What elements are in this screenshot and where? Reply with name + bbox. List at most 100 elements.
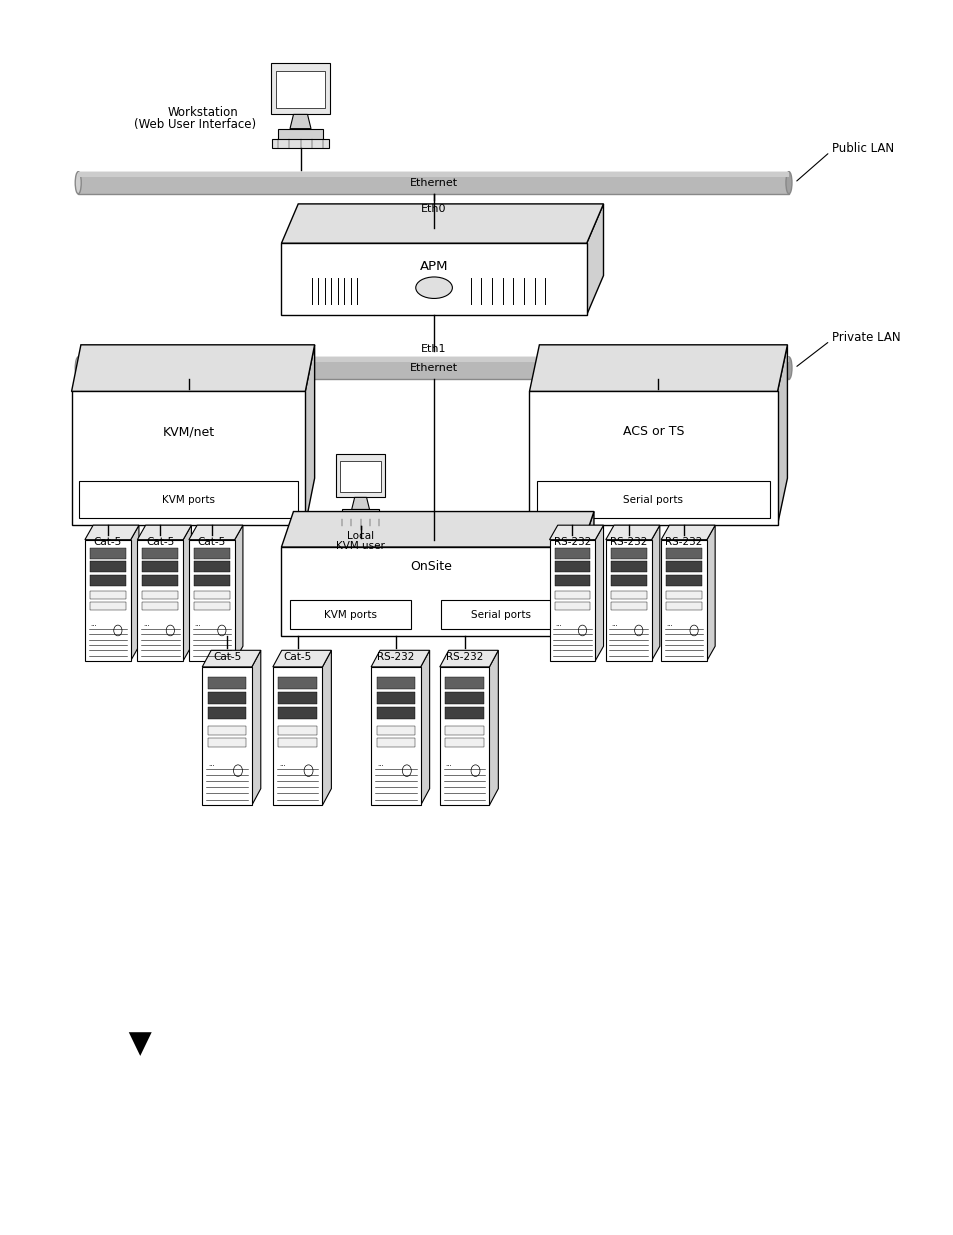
Polygon shape — [183, 525, 192, 661]
Ellipse shape — [416, 277, 452, 299]
Polygon shape — [322, 651, 331, 805]
Polygon shape — [85, 525, 139, 540]
Circle shape — [402, 764, 411, 777]
FancyBboxPatch shape — [445, 692, 483, 704]
Text: Cat-5: Cat-5 — [213, 652, 241, 662]
FancyBboxPatch shape — [78, 480, 298, 519]
Text: KVM ports: KVM ports — [162, 494, 214, 505]
Polygon shape — [202, 651, 260, 667]
Ellipse shape — [75, 357, 81, 379]
Polygon shape — [581, 511, 594, 636]
FancyBboxPatch shape — [278, 739, 316, 747]
Polygon shape — [352, 498, 369, 510]
Circle shape — [113, 625, 122, 636]
Polygon shape — [371, 651, 429, 667]
Polygon shape — [290, 115, 311, 128]
Text: KVM ports: KVM ports — [324, 610, 376, 620]
Circle shape — [471, 764, 479, 777]
Text: RS-232: RS-232 — [609, 537, 647, 547]
FancyBboxPatch shape — [142, 574, 178, 585]
Text: Serial ports: Serial ports — [623, 494, 682, 505]
FancyBboxPatch shape — [90, 574, 126, 585]
Polygon shape — [281, 511, 594, 547]
Ellipse shape — [785, 172, 791, 194]
Polygon shape — [439, 651, 497, 667]
FancyBboxPatch shape — [371, 667, 420, 805]
Ellipse shape — [75, 172, 81, 194]
FancyBboxPatch shape — [665, 592, 701, 599]
Polygon shape — [281, 204, 603, 243]
Polygon shape — [189, 525, 243, 540]
FancyBboxPatch shape — [339, 461, 381, 492]
FancyBboxPatch shape — [208, 706, 246, 720]
FancyBboxPatch shape — [142, 592, 178, 599]
FancyBboxPatch shape — [90, 562, 126, 572]
Text: RS-232: RS-232 — [376, 652, 415, 662]
FancyBboxPatch shape — [90, 548, 126, 559]
FancyBboxPatch shape — [193, 562, 230, 572]
Polygon shape — [273, 651, 331, 667]
Polygon shape — [305, 345, 314, 525]
FancyBboxPatch shape — [278, 128, 322, 141]
Text: ...: ... — [666, 621, 673, 627]
FancyBboxPatch shape — [554, 601, 590, 610]
FancyBboxPatch shape — [202, 667, 252, 805]
FancyBboxPatch shape — [376, 692, 415, 704]
Text: ...: ... — [445, 761, 452, 767]
FancyBboxPatch shape — [665, 562, 701, 572]
FancyBboxPatch shape — [610, 592, 646, 599]
FancyBboxPatch shape — [142, 601, 178, 610]
FancyBboxPatch shape — [78, 172, 788, 194]
FancyBboxPatch shape — [445, 739, 483, 747]
FancyBboxPatch shape — [605, 540, 651, 661]
FancyBboxPatch shape — [529, 391, 777, 525]
FancyBboxPatch shape — [281, 547, 581, 636]
Polygon shape — [660, 525, 715, 540]
Polygon shape — [706, 525, 715, 661]
Text: ...: ... — [376, 761, 383, 767]
Text: Private LAN: Private LAN — [831, 331, 900, 343]
FancyBboxPatch shape — [445, 706, 483, 720]
Polygon shape — [252, 651, 260, 805]
FancyBboxPatch shape — [71, 391, 305, 525]
FancyBboxPatch shape — [208, 726, 246, 735]
Circle shape — [634, 625, 642, 636]
Text: ...: ... — [278, 761, 285, 767]
Text: Cat-5: Cat-5 — [197, 537, 226, 547]
Text: ACS or TS: ACS or TS — [622, 425, 683, 438]
FancyBboxPatch shape — [208, 677, 246, 689]
Circle shape — [217, 625, 226, 636]
Text: KVM user: KVM user — [335, 541, 385, 551]
FancyBboxPatch shape — [439, 667, 489, 805]
Text: Local: Local — [347, 531, 374, 541]
Text: Serial ports: Serial ports — [471, 610, 530, 620]
FancyBboxPatch shape — [376, 726, 415, 735]
FancyBboxPatch shape — [273, 667, 322, 805]
FancyBboxPatch shape — [610, 548, 646, 559]
FancyBboxPatch shape — [549, 540, 595, 661]
FancyBboxPatch shape — [665, 574, 701, 585]
Text: ...: ... — [208, 761, 214, 767]
Text: Public LAN: Public LAN — [831, 142, 893, 154]
Polygon shape — [137, 525, 192, 540]
Polygon shape — [129, 1032, 152, 1056]
Text: RS-232: RS-232 — [445, 652, 483, 662]
Text: APM: APM — [419, 259, 448, 273]
FancyBboxPatch shape — [278, 692, 316, 704]
FancyBboxPatch shape — [660, 540, 706, 661]
FancyBboxPatch shape — [275, 72, 325, 109]
FancyBboxPatch shape — [281, 243, 586, 315]
Polygon shape — [529, 345, 786, 391]
Text: Cat-5: Cat-5 — [146, 537, 174, 547]
FancyBboxPatch shape — [278, 677, 316, 689]
Text: Cat-5: Cat-5 — [93, 537, 122, 547]
FancyBboxPatch shape — [440, 600, 560, 629]
Text: RS-232: RS-232 — [664, 537, 702, 547]
FancyBboxPatch shape — [376, 677, 415, 689]
Text: RS-232: RS-232 — [553, 537, 591, 547]
Text: Eth1: Eth1 — [421, 345, 446, 354]
FancyBboxPatch shape — [193, 574, 230, 585]
FancyBboxPatch shape — [90, 601, 126, 610]
Polygon shape — [420, 651, 429, 805]
Text: Workstation: Workstation — [168, 106, 238, 119]
